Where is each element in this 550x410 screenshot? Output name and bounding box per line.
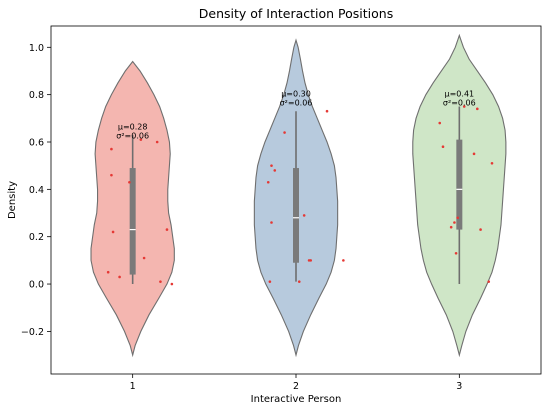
data-point-2-8 [302, 214, 306, 217]
x-tick-label-3: 3 [456, 381, 462, 392]
data-point-3-8 [472, 152, 476, 156]
data-point-2-12 [325, 109, 329, 113]
variance-annotation-1: σ²=0.06 [116, 132, 149, 141]
iqr-box-1 [129, 168, 136, 275]
boxes-layer [129, 106, 463, 285]
data-point-2-2 [270, 221, 273, 224]
mean-annotation-1: μ=0.28 [118, 123, 148, 132]
chart-title: Density of Interaction Positions [199, 6, 394, 21]
iqr-box-3 [456, 139, 463, 230]
x-axis-label: Interactive Person [251, 394, 342, 405]
data-point-2-1 [266, 180, 270, 184]
data-point-1-5 [142, 256, 146, 260]
data-point-3-5 [453, 221, 456, 224]
data-point-2-3 [268, 280, 272, 283]
iqr-box-2 [293, 168, 299, 263]
y-tick-label-6: 0.8 [29, 90, 44, 101]
y-tick-label-4: 0.4 [29, 185, 44, 196]
x-tick-label-2: 2 [293, 381, 299, 392]
data-point-1-10 [110, 173, 113, 177]
data-point-1-12 [139, 138, 143, 141]
data-point-2-5 [270, 164, 273, 167]
data-point-3-1 [438, 121, 442, 125]
y-tick-label-7: 1.0 [29, 43, 44, 54]
data-point-2-6 [273, 169, 277, 172]
data-point-3-11 [479, 228, 482, 231]
data-point-2-7 [297, 280, 301, 283]
data-point-3-3 [462, 105, 466, 108]
data-point-2-10 [309, 259, 313, 262]
data-point-1-2 [155, 140, 159, 144]
points-layer [106, 105, 494, 286]
data-point-1-9 [111, 230, 115, 234]
data-point-3-2 [441, 145, 445, 149]
variance-annotation-2: σ²=0.06 [280, 98, 313, 107]
data-point-3-6 [456, 216, 460, 220]
y-tick-label-1: −0.2 [21, 327, 44, 338]
y-tick-label-2: 0.0 [29, 280, 44, 291]
x-axis: 1 2 3 [130, 374, 462, 392]
data-point-3-9 [476, 107, 479, 111]
y-tick-label-3: 0.2 [29, 232, 44, 243]
data-point-1-3 [106, 270, 110, 274]
data-point-3-10 [490, 162, 494, 165]
data-point-1-1 [128, 180, 131, 184]
data-point-1-4 [118, 275, 121, 279]
y-axis: −0.2 0.0 0.2 0.4 0.6 0.8 1.0 [21, 43, 51, 338]
x-tick-label-1: 1 [130, 381, 136, 392]
data-point-1-8 [165, 228, 169, 231]
data-point-1-7 [170, 282, 174, 286]
mean-annotation-3: μ=0.41 [445, 89, 475, 98]
data-point-1-6 [159, 280, 162, 283]
y-axis-label: Density [7, 181, 18, 219]
data-point-3-12 [487, 280, 491, 283]
mean-annotation-2: μ=0.30 [281, 89, 311, 98]
variance-annotation-3: σ²=0.06 [443, 98, 476, 107]
y-tick-label-5: 0.6 [29, 138, 44, 149]
data-point-3-4 [449, 225, 453, 229]
data-point-1-11 [110, 147, 113, 151]
data-point-2-4 [283, 131, 286, 134]
data-point-3-7 [454, 251, 458, 255]
data-point-2-11 [342, 259, 345, 262]
